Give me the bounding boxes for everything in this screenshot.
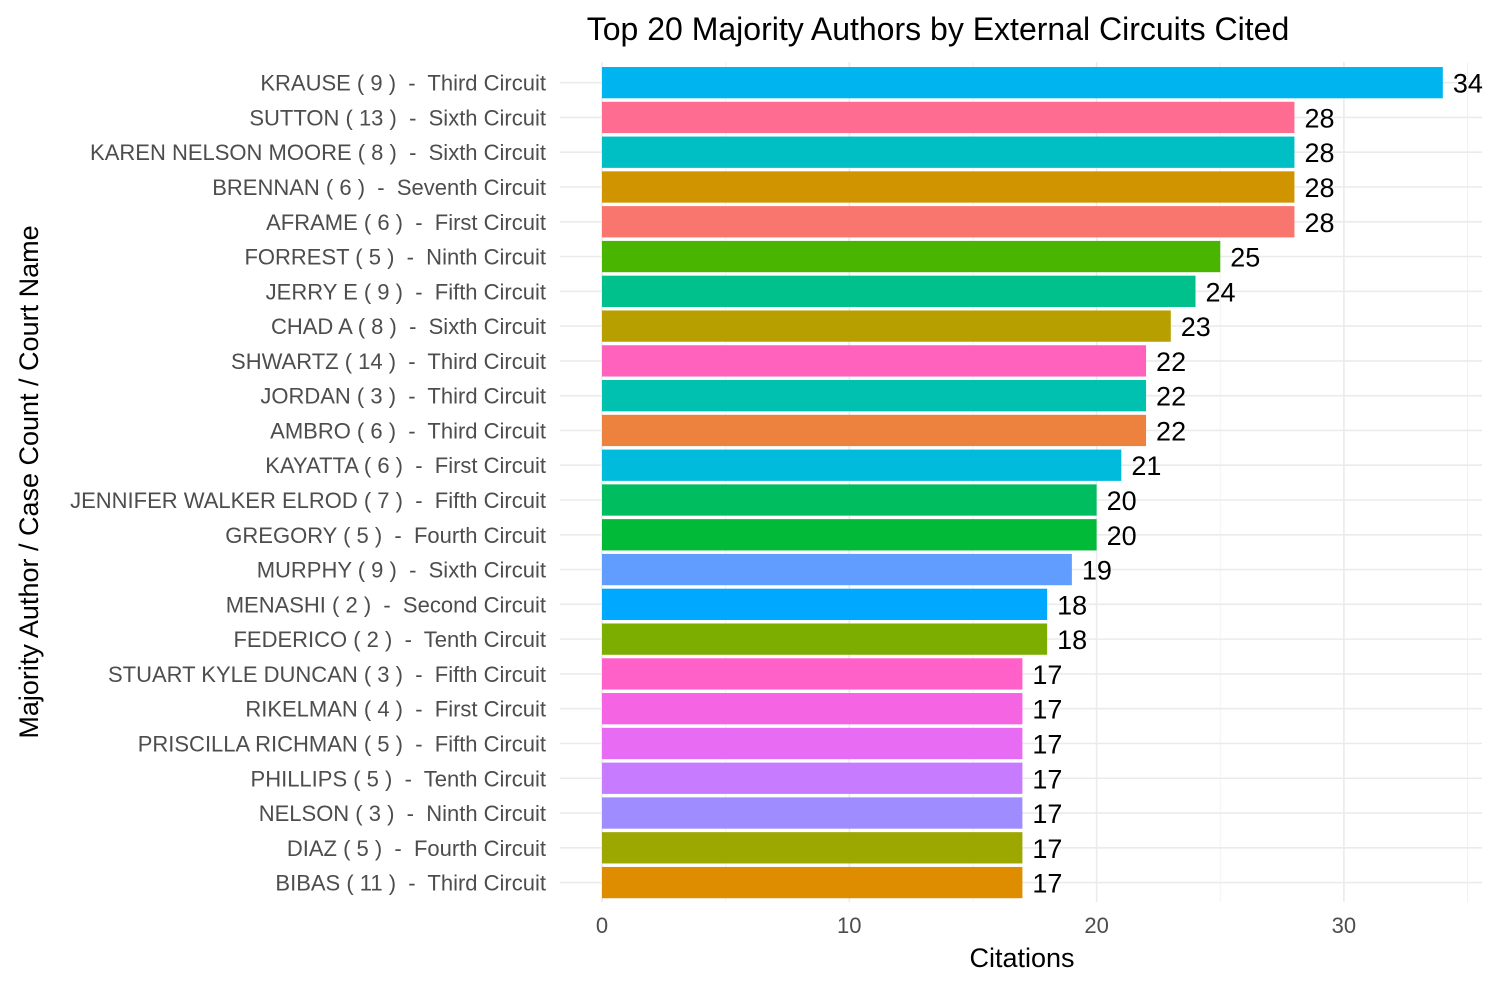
category-label: FORREST ( 5 ) - Ninth Circuit (244, 245, 546, 270)
category-label: KAREN NELSON MOORE ( 8 ) - Sixth Circuit (90, 140, 546, 165)
value-label: 21 (1131, 451, 1161, 481)
value-label: 18 (1057, 625, 1087, 655)
value-label: 20 (1107, 486, 1137, 516)
category-label: JERRY E ( 9 ) - Fifth Circuit (266, 279, 546, 304)
value-label: 18 (1057, 590, 1087, 620)
bar (602, 797, 1023, 829)
category-label: RIKELMAN ( 4 ) - First Circuit (245, 697, 546, 722)
value-label: 28 (1304, 103, 1334, 133)
bar (602, 240, 1221, 273)
bar (602, 414, 1147, 447)
bar (602, 832, 1023, 864)
bar (602, 67, 1443, 99)
category-label: BIBAS ( 11 ) - Third Circuit (275, 871, 546, 896)
bar (602, 693, 1023, 725)
bar (602, 206, 1295, 238)
value-label: 24 (1206, 277, 1236, 307)
bar (602, 553, 1072, 586)
bar (602, 519, 1097, 551)
value-label: 28 (1304, 173, 1334, 203)
value-label: 17 (1032, 834, 1062, 864)
bar (602, 484, 1097, 516)
x-tick-label: 10 (837, 913, 861, 938)
category-label: CHAD A ( 8 ) - Sixth Circuit (271, 314, 546, 339)
category-label: DIAZ ( 5 ) - Fourth Circuit (287, 836, 546, 861)
x-tick-label: 20 (1084, 913, 1108, 938)
category-label: BRENNAN ( 6 ) - Seventh Circuit (212, 175, 546, 200)
value-label: 17 (1032, 869, 1062, 899)
value-label: 34 (1453, 69, 1483, 99)
bars (602, 67, 1443, 899)
bar (602, 380, 1147, 412)
category-label: JORDAN ( 3 ) - Third Circuit (260, 384, 546, 409)
category-label: AFRAME ( 6 ) - First Circuit (266, 210, 546, 235)
value-label: 17 (1032, 764, 1062, 794)
bar (602, 310, 1171, 342)
value-label: 17 (1032, 695, 1062, 725)
category-label: PHILLIPS ( 5 ) - Tenth Circuit (251, 766, 546, 791)
bar (602, 658, 1023, 690)
category-label: PRISCILLA RICHMAN ( 5 ) - Fifth Circuit (138, 731, 546, 756)
bar (602, 136, 1295, 168)
value-label: 28 (1304, 208, 1334, 238)
category-labels: KRAUSE ( 9 ) - Third Circuit SUTTON ( 13 … (70, 71, 546, 896)
category-label: MENASHI ( 2 ) - Second Circuit (226, 592, 546, 617)
x-tick-labels: 0 10 20 30 (596, 913, 1356, 938)
x-axis-title: Citations (969, 943, 1074, 973)
value-label: 17 (1032, 799, 1062, 829)
bar (602, 588, 1048, 620)
category-label: MURPHY ( 9 ) - Sixth Circuit (257, 558, 546, 583)
category-label: KAYATTA ( 6 ) - First Circuit (265, 453, 546, 478)
value-label: 28 (1304, 138, 1334, 168)
category-label: KRAUSE ( 9 ) - Third Circuit (260, 71, 546, 96)
category-label: JENNIFER WALKER ELROD ( 7 ) - Fifth Circ… (70, 488, 546, 513)
bar (602, 449, 1122, 481)
value-label: 22 (1156, 347, 1186, 377)
value-label: 20 (1107, 521, 1137, 551)
value-labels: 34 28 28 28 28 25 24 23 22 22 22 21 20 20 19 18 18 17 17 17… (1032, 69, 1482, 899)
bar (602, 623, 1048, 655)
bar (602, 866, 1023, 899)
x-tick-label: 0 (596, 913, 608, 938)
value-label: 22 (1156, 416, 1186, 446)
value-label: 17 (1032, 660, 1062, 690)
bar (602, 101, 1295, 134)
value-label: 19 (1082, 556, 1112, 586)
bar (602, 727, 1023, 760)
value-label: 17 (1032, 729, 1062, 759)
category-label: FEDERICO ( 2 ) - Tenth Circuit (233, 627, 546, 652)
x-tick-label: 30 (1332, 913, 1356, 938)
category-label: AMBRO ( 6 ) - Third Circuit (270, 418, 546, 443)
category-label: SUTTON ( 13 ) - Sixth Circuit (249, 105, 546, 130)
value-label: 25 (1230, 243, 1260, 273)
category-label: SHWARTZ ( 14 ) - Third Circuit (231, 349, 546, 374)
value-label: 22 (1156, 382, 1186, 412)
bar (602, 345, 1147, 377)
bar (602, 171, 1295, 203)
category-label: STUART KYLE DUNCAN ( 3 ) - Fifth Circuit (108, 662, 546, 687)
category-label: GREGORY ( 5 ) - Fourth Circuit (225, 523, 546, 548)
category-label: NELSON ( 3 ) - Ninth Circuit (259, 801, 546, 826)
y-axis-title: Majority Author / Case Count / Court Nam… (14, 225, 44, 738)
bar (602, 762, 1023, 794)
chart-title: Top 20 Majority Authors by External Circ… (587, 11, 1290, 47)
value-label: 23 (1181, 312, 1211, 342)
bar (602, 275, 1196, 307)
